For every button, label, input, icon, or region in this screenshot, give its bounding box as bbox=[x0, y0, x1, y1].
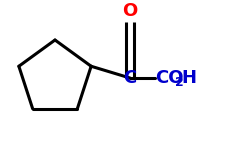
Text: H: H bbox=[181, 69, 196, 87]
Text: CO: CO bbox=[155, 69, 183, 87]
Text: O: O bbox=[122, 2, 138, 20]
Text: 2: 2 bbox=[175, 76, 184, 88]
Text: C: C bbox=[123, 69, 137, 87]
